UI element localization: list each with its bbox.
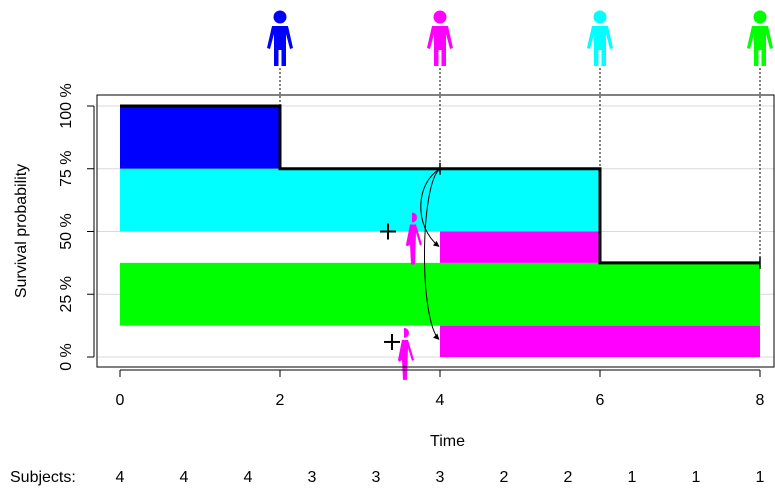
y-tick-label-4: 100 % (58, 83, 75, 128)
person-figure-1-body (427, 26, 453, 66)
subjects-count-3: 3 (308, 469, 317, 486)
subject-block-4 (440, 325, 760, 357)
x-tick-label-0: 0 (116, 392, 125, 409)
subjects-count-1: 4 (180, 469, 189, 486)
censor-plus-mark-1 (384, 333, 400, 350)
subject-block-0 (120, 106, 280, 169)
partial-person-figure-1 (398, 327, 414, 380)
redistribution-arrow-1 (424, 168, 441, 340)
y-tick-label-3: 75 % (58, 151, 75, 187)
x-axis-title: Time (430, 433, 465, 450)
y-tick-label-2: 50 % (58, 213, 75, 249)
person-figure-3-head (753, 10, 767, 24)
axes: 0 2 4 6 8 0 % 25 % 50 % 75 % 100 % (58, 83, 765, 409)
censor-plus-mark-0 (380, 223, 396, 240)
x-tick-label-2: 4 (436, 392, 445, 409)
partial-person-figure-0 (406, 212, 422, 265)
x-tick-label-3: 6 (596, 392, 605, 409)
person-figures (267, 10, 773, 66)
x-tick-label-4: 8 (756, 392, 765, 409)
partial-body (398, 339, 414, 380)
redistribution-arrow-0 (420, 168, 441, 247)
event-guide-lines (279, 68, 761, 263)
subjects-count-10: 1 (756, 469, 765, 486)
subjects-count-2: 4 (244, 469, 253, 486)
partial-head (412, 212, 417, 223)
subject-block-1 (120, 168, 600, 232)
person-figure-1-head (433, 10, 447, 24)
subjects-counts: 4 4 4 3 3 3 2 2 1 1 1 (116, 469, 765, 486)
subjects-count-0: 4 (116, 469, 125, 486)
subjects-count-6: 2 (500, 469, 509, 486)
subjects-count-8: 1 (628, 469, 637, 486)
subject-block-2 (120, 262, 760, 326)
person-figure-2 (587, 10, 613, 66)
person-figure-0 (267, 10, 293, 66)
x-tick-label-1: 2 (276, 392, 285, 409)
censoring-redistribution (380, 168, 441, 380)
subject-blocks (120, 106, 760, 357)
subjects-label: Subjects: (10, 469, 76, 486)
subjects-count-9: 1 (692, 469, 701, 486)
person-figure-2-head (593, 10, 607, 24)
person-figure-2-body (587, 26, 613, 66)
partial-body (406, 224, 422, 265)
y-axis-title: Survival probability (13, 164, 30, 298)
subjects-count-5: 3 (436, 469, 445, 486)
subject-block-3 (440, 231, 600, 263)
person-figure-3 (747, 10, 773, 66)
subjects-count-4: 3 (372, 469, 381, 486)
person-figure-1 (427, 10, 453, 66)
person-figure-0-body (267, 26, 293, 66)
y-tick-label-1: 25 % (58, 276, 75, 312)
person-figure-0-head (273, 10, 287, 24)
person-figure-3-body (747, 26, 773, 66)
y-tick-label-0: 0 % (58, 343, 75, 371)
subjects-count-7: 2 (564, 469, 573, 486)
plot-frame (96, 94, 775, 368)
partial-head (404, 327, 409, 338)
